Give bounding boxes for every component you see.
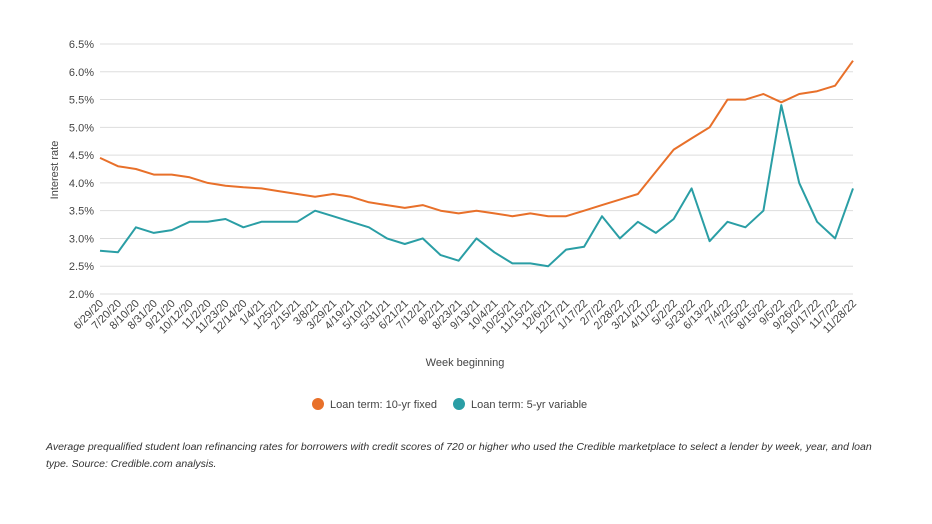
y-tick-label: 4.5%	[69, 150, 94, 162]
line	[99, 104, 854, 268]
chart: Interest rate Week beginning 2.0% 2.5% 3.0…	[49, 39, 859, 411]
y-tick-label: 5.5%	[69, 95, 94, 107]
y-tick-label: 3.5%	[69, 206, 94, 218]
page: {"chart_data": {"type": "line", "y_label…	[46, 39, 872, 470]
legend-marker	[312, 398, 324, 410]
y-tick-label: 2.5%	[69, 261, 94, 273]
legend-marker	[453, 398, 465, 410]
legend-label: Loan term: 10-yr fixed	[330, 399, 437, 411]
y-axis-label: Interest rate	[49, 141, 61, 200]
y-tick-label: 4.0%	[69, 178, 94, 190]
y-tick-label: 6.0%	[69, 67, 94, 79]
y-tick-label: 6.5%	[69, 39, 94, 51]
line	[99, 60, 854, 218]
caption: Average prequalified student loan refina…	[46, 441, 872, 470]
x-axis-label: Week beginning	[426, 357, 505, 369]
y-tick-label: 5.0%	[69, 122, 94, 134]
legend-label: Loan term: 5-yr variable	[471, 399, 587, 411]
y-tick-label: 2.0%	[69, 289, 94, 301]
y-tick-label: 3.0%	[69, 233, 94, 245]
